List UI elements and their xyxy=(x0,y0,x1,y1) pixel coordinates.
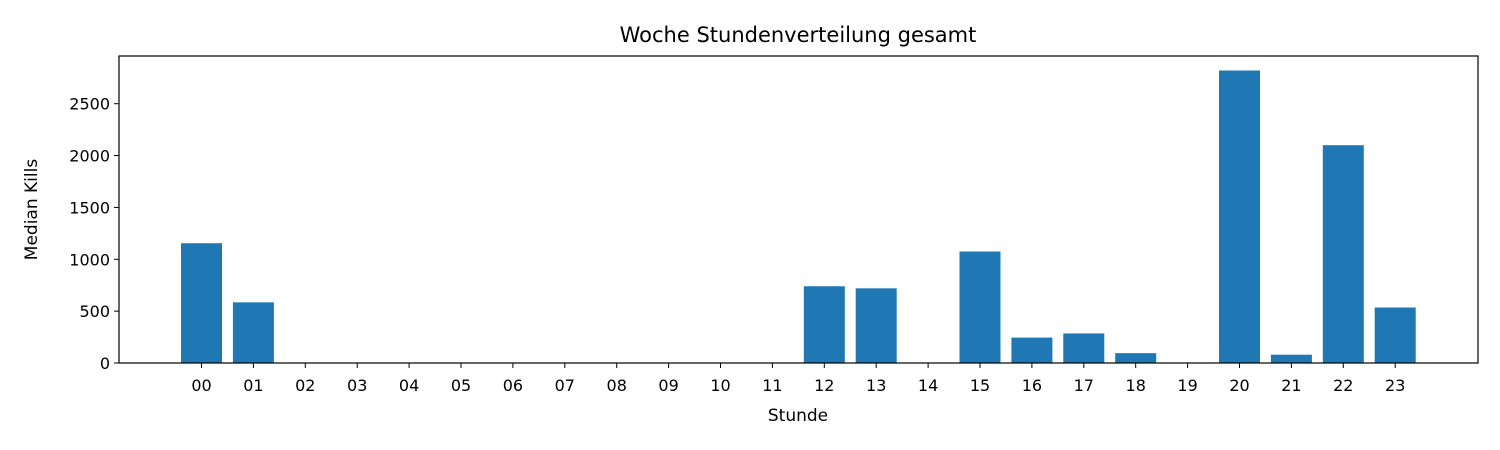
y-tick-label: 1000 xyxy=(69,250,110,269)
x-tick-label: 12 xyxy=(814,376,834,395)
x-tick-label: 13 xyxy=(866,376,886,395)
x-tick-label: 16 xyxy=(1022,376,1042,395)
x-tick-label: 04 xyxy=(399,376,419,395)
x-tick-label: 09 xyxy=(658,376,678,395)
y-axis-label: Median Kills xyxy=(22,159,42,261)
x-tick-label: 15 xyxy=(970,376,990,395)
y-tick-label: 1500 xyxy=(69,198,110,217)
x-axis-label: Stunde xyxy=(768,406,828,426)
x-tick-label: 08 xyxy=(607,376,627,395)
x-tick-label: 21 xyxy=(1281,376,1301,395)
x-tick-label: 03 xyxy=(347,376,367,395)
bar-18 xyxy=(1115,353,1157,363)
x-tick-label: 19 xyxy=(1177,376,1197,395)
bar-20 xyxy=(1219,70,1260,364)
x-axis-ticks: 00 01 02 03 04 05 06 07 08 09 10 11 12 13 14 15 16 17 18 19… xyxy=(191,363,1405,395)
x-tick-label: 00 xyxy=(191,376,211,395)
y-tick-label: 2000 xyxy=(69,147,110,166)
bar-00 xyxy=(181,243,222,363)
bar-16 xyxy=(1011,337,1053,363)
x-tick-label: 23 xyxy=(1385,376,1405,395)
x-tick-label: 20 xyxy=(1229,376,1249,395)
bar-23 xyxy=(1374,307,1416,363)
chart-title: Woche Stundenverteilung gesamt xyxy=(620,23,977,47)
x-tick-label: 11 xyxy=(762,376,782,395)
y-tick-label: 0 xyxy=(100,354,110,373)
x-tick-label: 05 xyxy=(451,376,471,395)
bar-15 xyxy=(959,251,1001,363)
x-tick-label: 06 xyxy=(503,376,523,395)
x-tick-label: 17 xyxy=(1074,376,1094,395)
bar-13 xyxy=(855,288,897,363)
bar-01 xyxy=(232,302,274,363)
x-tick-label: 22 xyxy=(1333,376,1353,395)
y-tick-label: 2500 xyxy=(69,95,110,114)
x-tick-label: 14 xyxy=(918,376,938,395)
bar-12 xyxy=(803,286,845,363)
bar-17 xyxy=(1063,333,1105,363)
plot-frame xyxy=(118,55,1479,364)
x-tick-label: 10 xyxy=(710,376,730,395)
x-tick-label: 01 xyxy=(243,376,263,395)
y-tick-label: 500 xyxy=(79,302,110,321)
y-axis-ticks: 0 500 1000 1500 2000 2500 xyxy=(69,95,119,373)
x-tick-label: 18 xyxy=(1126,376,1146,395)
bar-22 xyxy=(1322,145,1364,363)
x-tick-label: 02 xyxy=(295,376,315,395)
bars-group xyxy=(181,70,1416,364)
x-tick-label: 07 xyxy=(555,376,575,395)
bar-21 xyxy=(1270,354,1312,363)
